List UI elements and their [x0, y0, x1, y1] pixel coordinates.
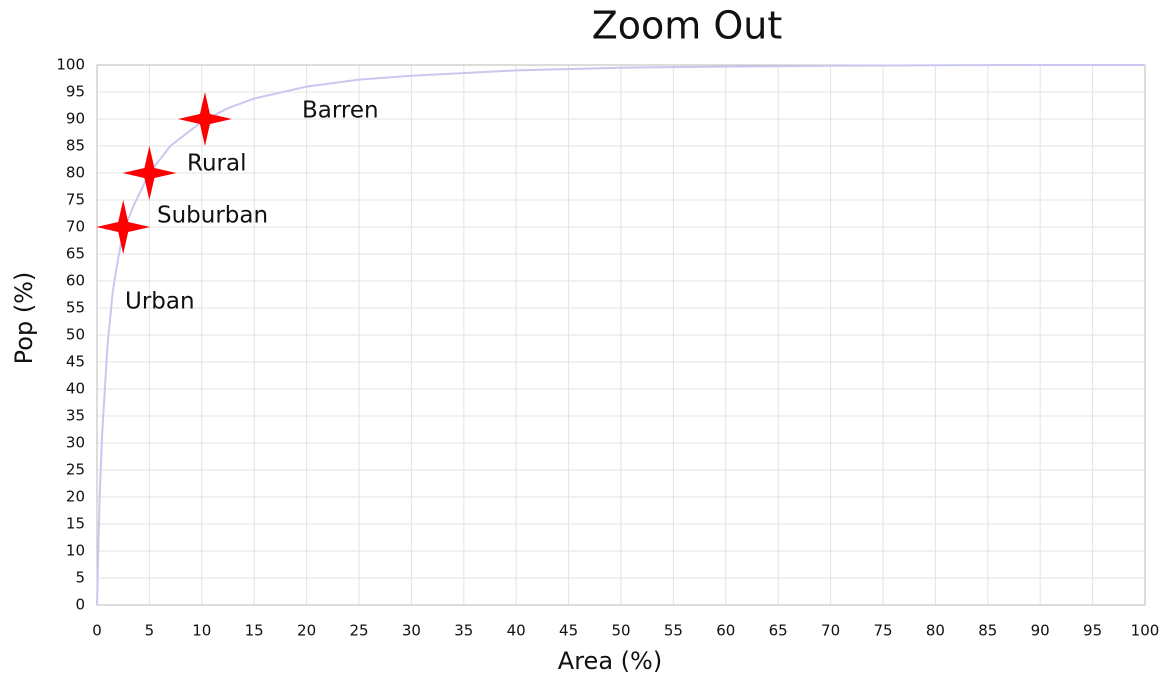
annotation: Barren — [302, 98, 379, 124]
y-tick-label: 20 — [66, 488, 85, 506]
curve — [96, 64, 1145, 606]
x-tick-label: 85 — [978, 622, 997, 640]
x-tick-label: 50 — [611, 622, 630, 640]
x-tick-label: 55 — [664, 622, 683, 640]
y-tick-label: 30 — [66, 434, 85, 452]
x-tick-label: 80 — [926, 622, 945, 640]
y-tick-label: 65 — [66, 245, 85, 263]
y-tick-label: 55 — [66, 299, 85, 317]
x-tick-label: 35 — [454, 622, 473, 640]
y-tick-label: 0 — [75, 596, 85, 614]
x-tick-label: 25 — [349, 622, 368, 640]
x-tick-label: 15 — [245, 622, 264, 640]
y-tick-label: 95 — [66, 83, 85, 101]
x-tick-label: 0 — [92, 622, 102, 640]
x-tick-label: 75 — [873, 622, 892, 640]
y-tick-label: 50 — [66, 326, 85, 344]
y-tick-label: 100 — [56, 56, 85, 74]
y-tick-label: 45 — [66, 353, 85, 371]
x-tick-label: 30 — [402, 622, 421, 640]
chart-title: Zoom Out — [592, 4, 783, 48]
x-tick-label: 90 — [1031, 622, 1050, 640]
x-axis-label: Area (%) — [558, 647, 662, 675]
x-tick-label: 60 — [716, 622, 735, 640]
x-tick-label: 40 — [507, 622, 526, 640]
annotation: Urban — [125, 289, 195, 315]
y-tick-label: 5 — [75, 569, 85, 587]
annotation: Rural — [187, 151, 246, 177]
y-axis-label: Pop (%) — [10, 272, 38, 365]
y-tick-label: 75 — [66, 191, 85, 209]
y-tick-label: 60 — [66, 272, 85, 290]
annotation: Suburban — [157, 203, 268, 229]
y-tick-label: 90 — [66, 110, 85, 128]
x-tick-label: 70 — [821, 622, 840, 640]
x-tick-label: 10 — [192, 622, 211, 640]
y-tick-label: 40 — [66, 380, 85, 398]
x-tick-label: 20 — [297, 622, 316, 640]
y-tick-label: 35 — [66, 407, 85, 425]
star-marker — [122, 146, 177, 200]
star-marker — [96, 200, 151, 254]
plot-border — [96, 64, 1146, 606]
y-tick-label: 80 — [66, 164, 85, 182]
y-tick-label: 10 — [66, 542, 85, 560]
x-tick-label: 5 — [145, 622, 155, 640]
x-tick-label: 95 — [1083, 622, 1102, 640]
y-tick-label: 85 — [66, 137, 85, 155]
y-tick-label: 25 — [66, 461, 85, 479]
x-tick-label: 45 — [559, 622, 578, 640]
y-tick-label: 70 — [66, 218, 85, 236]
x-tick-label: 65 — [769, 622, 788, 640]
star-marker — [177, 92, 232, 146]
y-tick-label: 15 — [66, 515, 85, 533]
x-tick-label: 100 — [1131, 622, 1160, 640]
